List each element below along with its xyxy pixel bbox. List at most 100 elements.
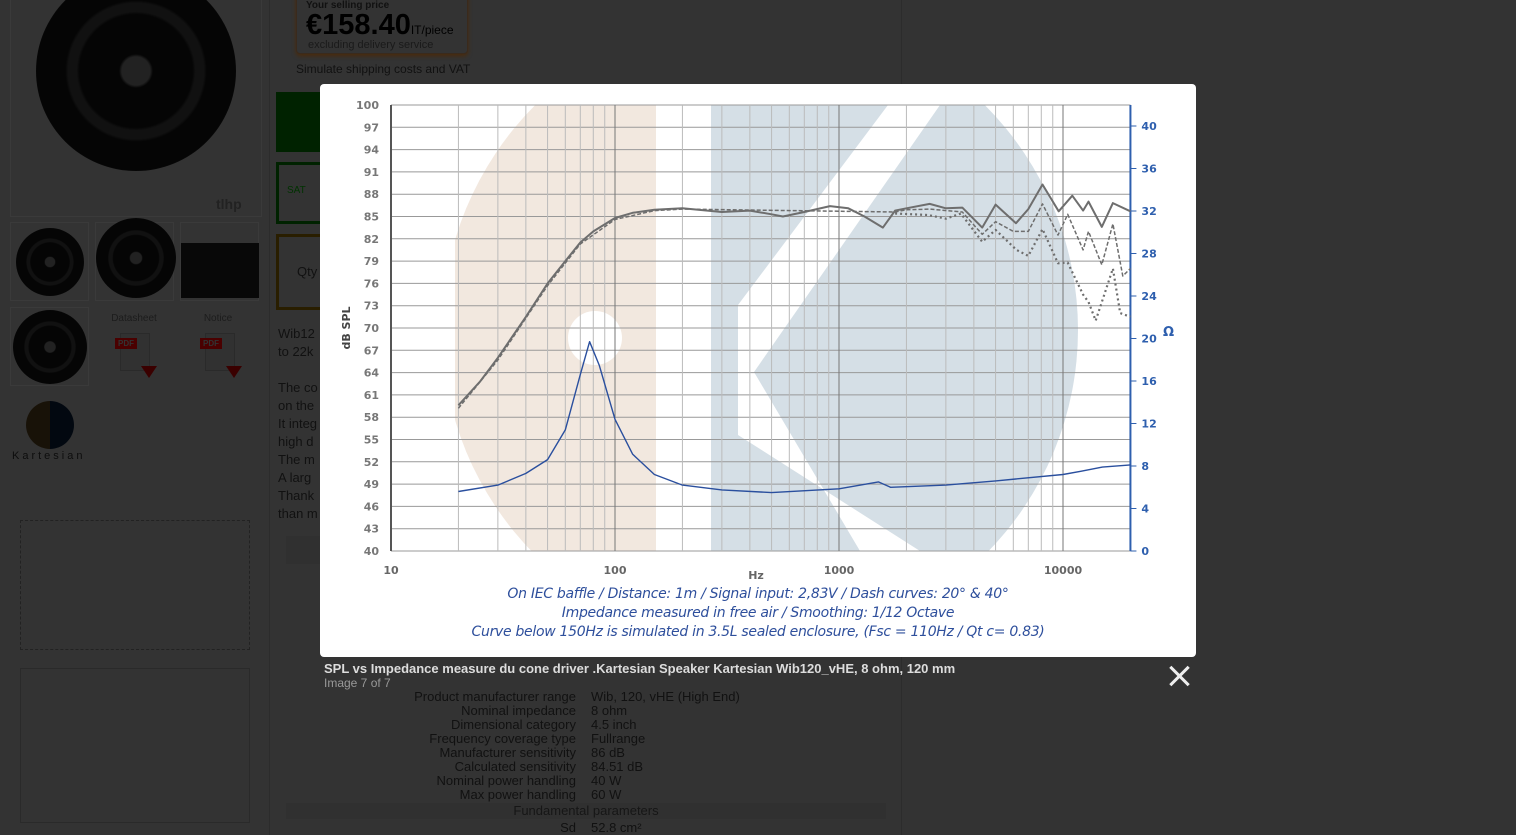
y-tick-label: 73	[364, 300, 379, 313]
pdf-badge: PDF	[200, 338, 222, 349]
series-line-spl-0-	[457, 183, 1131, 406]
spec-key: Nominal power handling	[436, 773, 576, 788]
spec-value: 4.5 inch	[591, 717, 637, 732]
x-tick-label: 10	[383, 564, 399, 577]
series-line-spl-40-	[895, 212, 1131, 322]
kartesian-logo	[26, 401, 74, 449]
y2-tick-label: 8	[1141, 460, 1149, 473]
y-tick-label: 43	[364, 523, 379, 536]
y-tick-label: 49	[364, 478, 379, 491]
y-tick-label: 67	[364, 344, 379, 357]
y-tick-label: 82	[364, 233, 379, 246]
x-tick-label: 10000	[1044, 564, 1083, 577]
close-icon[interactable]	[1163, 660, 1195, 692]
simulate-shipping-link[interactable]: Simulate shipping costs and VAT	[296, 62, 471, 76]
lightbox-image: 40 43 46 49 52 55 58 61 64 67 70 73 76 79 82 85 88 91 94 97…	[320, 84, 1196, 657]
y-tick-label: 91	[364, 166, 379, 179]
price: €158.40IT/piece	[306, 11, 454, 44]
y-tick-label: 85	[364, 211, 379, 224]
y-tick-label: 61	[364, 389, 379, 402]
datasheet-label: Datasheet	[111, 313, 157, 324]
description-line: to 22k	[278, 344, 314, 359]
satisfaction-badge-text: SAT	[287, 185, 306, 196]
thumbnail[interactable]	[180, 222, 259, 301]
speaker-image	[96, 218, 176, 298]
spl-impedance-chart: 4043464952555861646770737679828588919497…	[340, 99, 1174, 582]
download-arrow-icon	[141, 366, 157, 378]
speaker-image	[16, 228, 84, 296]
spec-value: 40 W	[591, 773, 622, 788]
description-line: high d	[278, 434, 314, 449]
y-tick-label: 40	[364, 545, 380, 558]
y-tick-label: 97	[364, 121, 379, 134]
lightbox-caption: SPL vs Impedance measure du cone driver …	[324, 661, 956, 676]
description-line: Wib12	[278, 326, 315, 341]
y-tick-label: 76	[364, 277, 380, 290]
chart-annotation: Impedance measured in free air / Smoothi…	[561, 605, 955, 621]
y2-tick-label: 32	[1141, 205, 1156, 218]
logo-text: Kartesian	[12, 450, 86, 462]
y-tick-label: 100	[356, 99, 379, 112]
brand-watermark: tlhp	[216, 196, 242, 212]
y2-tick-label: 40	[1141, 120, 1157, 133]
main-product-image[interactable]: tlhp	[10, 0, 262, 217]
description-line: Thank	[278, 488, 315, 503]
y-tick-label: 94	[364, 144, 380, 157]
qty-label: Qty	[297, 264, 318, 279]
spec-value: 60 W	[591, 787, 622, 802]
spec-value: 84.51 dB	[591, 759, 644, 774]
technical-drawing[interactable]	[20, 520, 250, 650]
chart-annotation: On IEC baffle / Distance: 1m / Signal in…	[507, 586, 1009, 602]
y-axis-label: dB SPL	[340, 306, 353, 349]
spec-key: Nominal impedance	[461, 703, 576, 718]
y-tick-label: 79	[364, 255, 379, 268]
speaker-image	[13, 310, 87, 384]
spec-value: Fullrange	[591, 731, 646, 746]
y2-axis-label: Ω	[1163, 325, 1174, 340]
y2-tick-label: 0	[1141, 545, 1149, 558]
y-tick-label: 64	[364, 367, 380, 380]
y2-tick-label: 12	[1141, 418, 1156, 431]
watermark-k-gap	[738, 345, 920, 551]
series-line-spl-20-	[457, 203, 1131, 409]
spec-key: Product manufacturer range	[414, 689, 576, 704]
thumbnail[interactable]	[95, 218, 176, 301]
spec-value: 8 ohm	[591, 703, 628, 718]
description-line	[278, 361, 320, 379]
image-counter: Image 7 of 7	[324, 676, 391, 690]
spec-key: Max power handling	[459, 787, 576, 802]
notice-label: Notice	[203, 313, 233, 324]
thumbnail[interactable]	[10, 307, 89, 386]
y-tick-label: 88	[364, 188, 379, 201]
spec-key: Sd	[560, 820, 576, 835]
section-fundamental-parameters: Fundamental parameters	[286, 803, 886, 819]
watermark-dot	[568, 311, 622, 365]
series-line-impedance	[458, 341, 1131, 494]
chart-thumbnail[interactable]	[20, 668, 250, 823]
speaker-image	[36, 0, 236, 171]
y2-tick-label: 36	[1141, 163, 1157, 176]
spec-key: Manufacturer sensitivity	[439, 745, 576, 760]
spec-value: 86 dB	[591, 745, 625, 760]
thumbnail[interactable]	[10, 222, 89, 301]
description-line: The m	[278, 452, 315, 467]
price-amount: €158.40	[306, 9, 411, 41]
y-tick-label: 52	[364, 456, 379, 469]
y2-tick-label: 16	[1141, 375, 1157, 388]
description-line: A larg	[278, 470, 312, 485]
y-tick-label: 58	[364, 411, 379, 424]
description-line: The co	[278, 380, 318, 395]
y-tick-label: 70	[364, 322, 380, 335]
pdf-download-icon[interactable]: PDF	[115, 333, 157, 378]
pdf-download-icon[interactable]: PDF	[200, 333, 242, 378]
y2-tick-label: 20	[1141, 333, 1157, 346]
y-tick-label: 55	[364, 434, 379, 447]
description-line: It integ	[278, 416, 318, 431]
x-axis-label: Hz	[748, 569, 764, 582]
product-description: Wib12 to 22k The co on the It integ high…	[278, 325, 320, 523]
x-tick-label: 100	[604, 564, 627, 577]
x-tick-label: 1000	[824, 564, 855, 577]
description-line: than m	[278, 506, 318, 521]
y2-tick-label: 24	[1141, 290, 1157, 303]
download-arrow-icon	[226, 366, 242, 378]
